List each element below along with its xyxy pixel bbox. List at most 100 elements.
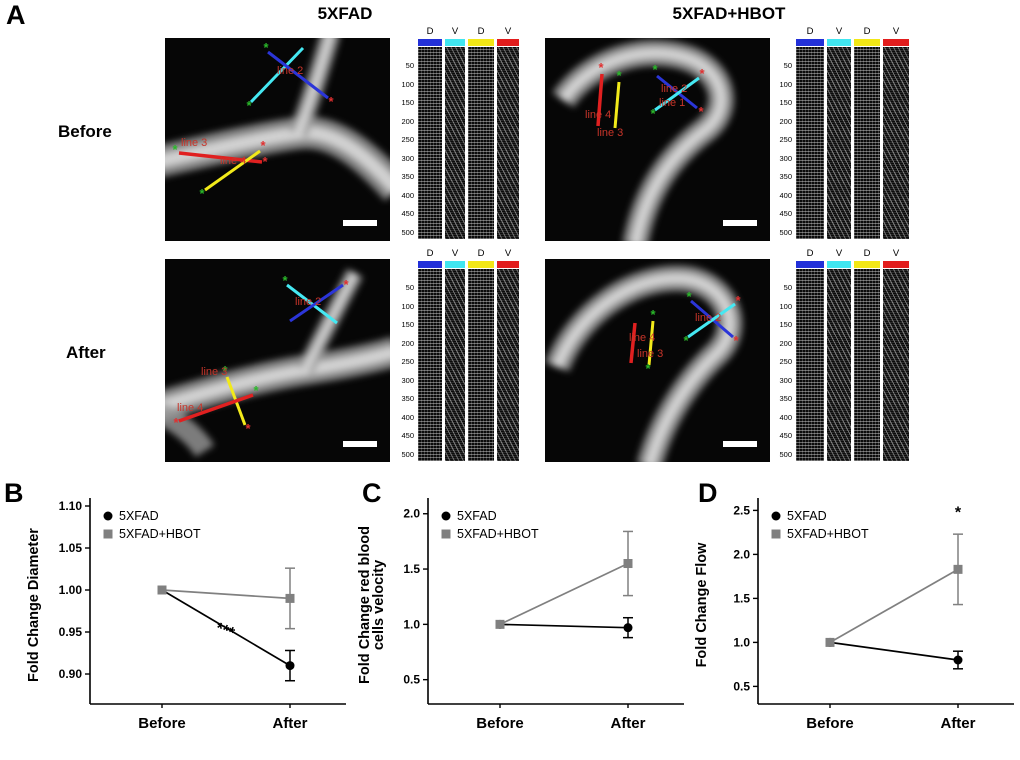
scale-bar — [343, 220, 377, 226]
scale-bar — [723, 220, 757, 226]
line-label: line 2 — [695, 312, 721, 324]
series-line — [161, 589, 291, 600]
marker-asterisk-green: * — [652, 62, 658, 77]
kymo-color-bar — [796, 39, 824, 46]
kymo-strip — [468, 269, 494, 461]
microscopy-hbot-after: * * * * * * line 2 line 4 line 3 — [545, 259, 770, 462]
chart-fold-change-flow: 0.5 1.0 1.5 2.0 2.5 Before After Fold Change Fl… — [694, 498, 1014, 732]
scale-bar — [723, 441, 757, 447]
y-tick-label: 1.0 — [403, 617, 420, 631]
y-axis-label: Fold Change Flow — [694, 542, 710, 668]
y-tick-label: 1.10 — [59, 499, 83, 513]
panel-label-a: A — [6, 0, 26, 30]
y-tick-label: 0.90 — [59, 667, 83, 681]
microscopy-5xfad-after: * * * * * * line 2 line 3 line 4 — [165, 259, 390, 462]
marker-asterisk-green: * — [683, 333, 689, 348]
measure-line-blue — [267, 50, 329, 100]
measure-line-cyan — [687, 302, 736, 339]
data-point — [623, 559, 633, 569]
kymo-tick-label: 250 — [779, 357, 792, 367]
measure-line-yellow — [647, 320, 655, 366]
kymo-tick-label: 250 — [401, 357, 414, 367]
data-point — [953, 564, 963, 574]
kymo-column-header: V — [504, 26, 512, 37]
marker-asterisk-red: * — [735, 293, 741, 308]
legend-marker — [103, 529, 113, 539]
kymo-strip — [854, 269, 880, 461]
kymo-column-header: V — [892, 248, 900, 259]
column-header-5xfad-hbot: 5XFAD+HBOT — [672, 4, 786, 23]
legend-marker — [103, 511, 113, 521]
kymo-column-header: D — [863, 26, 871, 37]
kymo-color-bar — [827, 261, 851, 268]
kymo-column-header: V — [451, 248, 459, 259]
y-tick-label: 0.5 — [733, 679, 750, 693]
y-tick-label: 1.05 — [59, 541, 83, 555]
kymograph-hbot-after: D V D V 50 100 150 200 250 300 350 400 450 500 — [772, 248, 914, 468]
kymo-color-bar — [445, 39, 465, 46]
kymo-tick-label: 400 — [779, 412, 792, 422]
kymo-strip — [418, 269, 442, 461]
vessel-path — [165, 402, 215, 458]
data-point — [953, 655, 963, 665]
kymograph-5xfad-after: D V D V 50 100 150 200 250 300 350 400 450 500 — [394, 248, 524, 468]
kymo-color-bar — [497, 261, 519, 268]
data-point — [495, 619, 505, 629]
marker-asterisk-red: * — [262, 154, 268, 169]
kymo-tick-label: 50 — [783, 283, 792, 293]
marker-asterisk-red: * — [173, 415, 179, 430]
y-tick-label: 1.5 — [733, 591, 750, 605]
kymo-tick-label: 400 — [401, 190, 414, 200]
panel-label-d: D — [698, 478, 718, 508]
series-line — [161, 589, 291, 667]
data-point — [285, 593, 295, 603]
line-label: line 2 — [661, 83, 687, 95]
kymo-tick-label: 300 — [401, 153, 414, 163]
legend-marker — [441, 529, 451, 539]
kymo-tick-label: 250 — [779, 135, 792, 145]
marker-asterisk-green: * — [616, 68, 622, 83]
y-axis-label: Fold Change red blood — [357, 526, 373, 684]
measure-line-red — [596, 73, 604, 127]
kymo-tick-label: 100 — [401, 79, 414, 89]
vessels — [165, 38, 390, 201]
kymo-tick-label: 450 — [401, 431, 414, 441]
kymo-tick-label: 200 — [779, 338, 792, 348]
legend-label: 5XFAD+HBOT — [787, 527, 869, 541]
kymo-column-header: V — [835, 26, 843, 37]
x-tick-label: Before — [138, 715, 186, 732]
kymo-tick-label: 150 — [779, 98, 792, 108]
kymo-color-bar — [497, 39, 519, 46]
kymo-tick-label: 150 — [401, 98, 414, 108]
y-axis-label: Fold Change Diameter — [26, 528, 42, 682]
y-tick-label: 1.0 — [733, 635, 750, 649]
scale-bar — [343, 441, 377, 447]
vessel-image: * * * * * * line 2 line 1 line 4 line 3 — [552, 40, 757, 241]
data-point — [285, 661, 295, 671]
marker-asterisk-green: * — [246, 98, 252, 113]
marker-asterisk-green: * — [222, 363, 228, 378]
marker-asterisk-red: * — [598, 60, 604, 75]
kymograph-hbot-before: D V D V 50 100 150 200 250 300 350 400 450 500 — [772, 26, 914, 246]
measure-line-cyan — [286, 283, 338, 325]
chart-fold-change-diameter: 0.90 0.95 1.00 1.05 1.10 Before After Fold Chan… — [26, 498, 346, 732]
marker-asterisk-green: * — [282, 273, 288, 288]
vessels — [545, 265, 743, 462]
kymo-strip — [883, 47, 909, 239]
measure-line-yellow — [613, 81, 621, 129]
kymo-tick-label: 150 — [401, 320, 414, 330]
line-label: line 1 — [659, 97, 685, 109]
column-header-5xfad: 5XFAD — [317, 4, 373, 23]
kymo-strip — [854, 47, 880, 239]
kymo-tick-label: 400 — [779, 190, 792, 200]
kymo-strip — [796, 269, 824, 461]
kymo-color-bar — [445, 261, 465, 268]
kymo-tick-label: 350 — [779, 394, 792, 404]
kymo-strip — [468, 47, 494, 239]
vessel-core — [301, 271, 359, 372]
measure-line-blue — [289, 283, 344, 323]
kymo-tick-label: 250 — [401, 135, 414, 145]
kymograph-5xfad-before: D V D V 50 100 150 200 250 300 350 400 450 500 — [394, 26, 524, 246]
line-label: line 4 — [177, 402, 203, 414]
kymo-tick-label: 500 — [779, 227, 792, 237]
